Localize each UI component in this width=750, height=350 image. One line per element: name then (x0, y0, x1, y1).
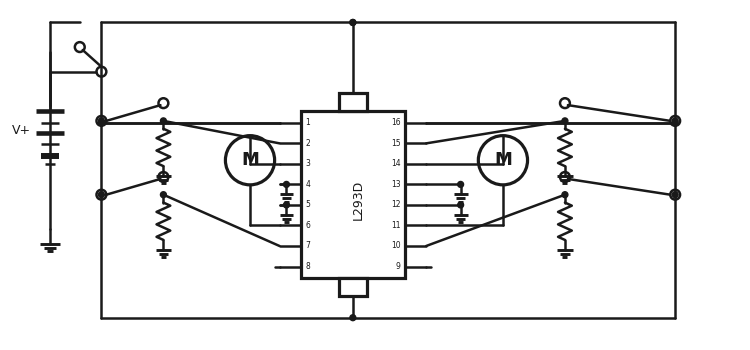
Circle shape (284, 202, 290, 208)
Circle shape (160, 192, 166, 198)
Text: 13: 13 (391, 180, 400, 189)
Text: 3: 3 (305, 159, 310, 168)
Bar (339, 93, 367, 111)
Text: 7: 7 (305, 241, 310, 251)
Text: V+: V+ (11, 124, 31, 137)
Circle shape (562, 118, 568, 124)
Text: L293D: L293D (351, 180, 364, 220)
Circle shape (160, 118, 166, 124)
Text: 5: 5 (305, 201, 310, 209)
Text: M: M (494, 151, 512, 169)
Text: 10: 10 (391, 241, 400, 251)
Text: 14: 14 (391, 159, 400, 168)
Circle shape (98, 118, 104, 124)
Circle shape (672, 192, 678, 198)
Text: 8: 8 (305, 262, 310, 271)
Circle shape (98, 120, 104, 126)
Text: 6: 6 (305, 221, 310, 230)
Circle shape (350, 20, 355, 26)
Circle shape (672, 118, 678, 124)
Text: 9: 9 (396, 262, 400, 271)
Text: 12: 12 (391, 201, 400, 209)
Bar (302, 111, 404, 278)
Circle shape (562, 192, 568, 198)
Bar (339, 278, 367, 296)
Text: 11: 11 (391, 221, 400, 230)
Circle shape (98, 192, 104, 198)
Text: 16: 16 (391, 118, 400, 127)
Circle shape (672, 120, 678, 126)
Text: 2: 2 (305, 139, 310, 148)
Text: 1: 1 (305, 118, 310, 127)
Text: 4: 4 (305, 180, 310, 189)
Circle shape (458, 181, 464, 187)
Text: 15: 15 (391, 139, 400, 148)
Circle shape (284, 181, 290, 187)
Circle shape (350, 20, 355, 26)
Circle shape (350, 315, 355, 321)
Circle shape (458, 202, 464, 208)
Text: M: M (241, 151, 259, 169)
